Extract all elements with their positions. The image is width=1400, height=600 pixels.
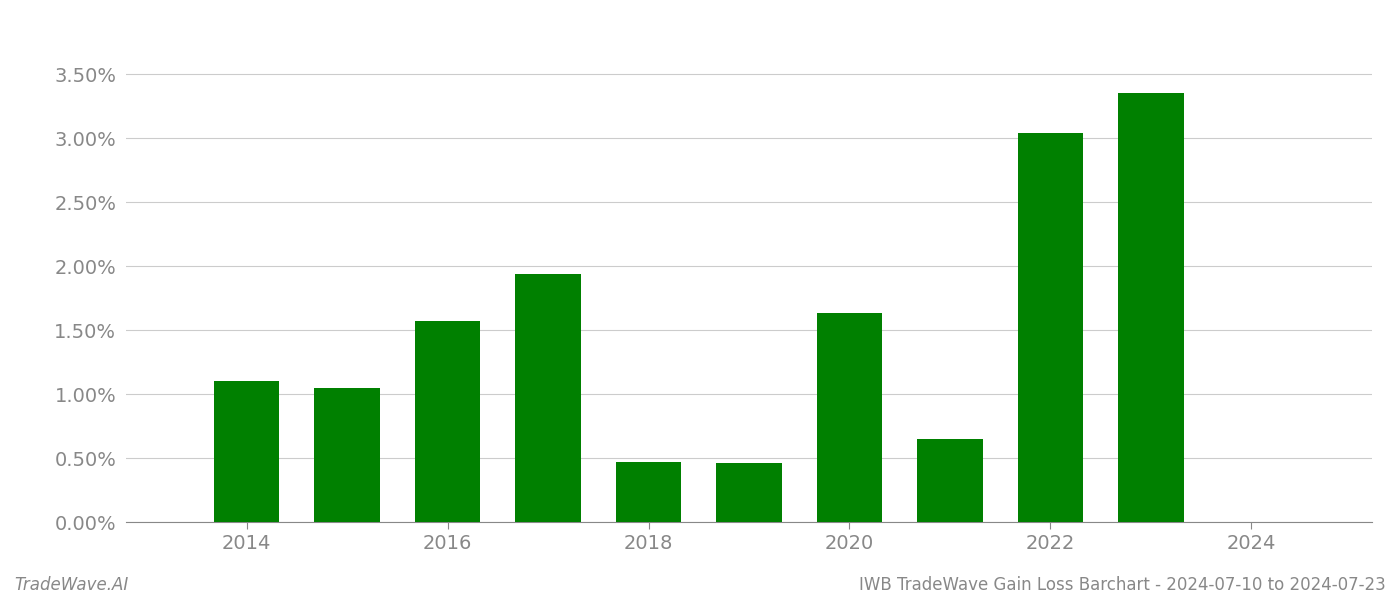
Bar xyxy=(414,321,480,522)
Text: IWB TradeWave Gain Loss Barchart - 2024-07-10 to 2024-07-23: IWB TradeWave Gain Loss Barchart - 2024-… xyxy=(860,576,1386,594)
Bar xyxy=(917,439,983,522)
Bar xyxy=(816,313,882,522)
Bar xyxy=(616,462,682,522)
Bar xyxy=(717,463,781,522)
Bar xyxy=(315,388,379,522)
Text: TradeWave.AI: TradeWave.AI xyxy=(14,576,129,594)
Bar xyxy=(515,274,581,522)
Bar xyxy=(214,381,279,522)
Bar xyxy=(1018,133,1084,522)
Bar xyxy=(1119,93,1183,522)
